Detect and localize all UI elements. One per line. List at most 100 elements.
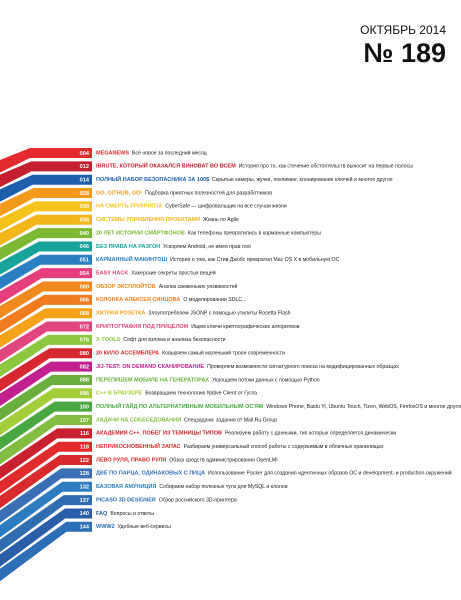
article-title: ДВЕ ПО ПАРЦА, ОДИНАКОВЫХ С ЛИЦА	[96, 471, 205, 477]
stripe	[0, 468, 92, 523]
contents-row: СИСТЕМЫ УПРАВЛЕНИЯ ПРОЕКТАМИ Жизнь по Agi…	[96, 217, 239, 223]
page-number: 014	[80, 177, 90, 183]
article-description: Обзор российского 3D-принтера	[159, 497, 237, 504]
stripe	[0, 455, 92, 509]
page-number: 128	[80, 471, 89, 477]
article-title: АКАДЕМИЯ С++. ПОБЕГ ИЗ ТЕМНИЦЫ ТИПОВ	[96, 431, 222, 437]
page-number: 040	[80, 231, 89, 237]
page-number: 072	[80, 324, 89, 330]
stripe	[0, 401, 92, 450]
article-title: C++ В БРАУЗЕРЕ	[96, 391, 143, 397]
page-number: 144	[80, 525, 90, 531]
article-title: ПОЛНЫЙ ГАЙД ПО АЛЬТЕРНАТИВНЫМ МОБИЛЬНЫМ …	[96, 402, 264, 410]
page-number: 054	[80, 271, 90, 277]
contents-row: X-TOOLS Софт для взлома и анализа безопас…	[96, 338, 226, 344]
page-number: 096	[80, 391, 89, 397]
issue-month: ОКТЯБРЬ 2014	[360, 23, 446, 37]
article-description: Возвращаем технологию Native Client от Г…	[145, 391, 257, 397]
page-number: 088	[80, 378, 89, 384]
article-description: CyberSafe — шифровальщик на все случаи ж…	[165, 204, 286, 210]
contents-row: КОЛОНКА АЛЕКСЕЯ СИНЦОВА О моделировании S…	[96, 298, 246, 304]
article-description: История про то, как стечение обстоятельс…	[239, 164, 414, 170]
contents-row: КАРМАННЫЙ МАКИНТОШ История о том, как Сти…	[96, 256, 340, 264]
stripe	[0, 268, 92, 304]
article-description: Использование Packer для создания иденти…	[208, 470, 452, 477]
stripe	[0, 214, 92, 246]
article-title: FAQ	[96, 511, 108, 517]
article-description: История о том, как Стив Джобс превратил …	[170, 257, 339, 263]
contents-row: АКАДЕМИЯ С++. ПОБЕГ ИЗ ТЕМНИЦЫ ТИПОВ Реал…	[96, 431, 396, 437]
article-description: Всё новое за последний месяц	[132, 150, 207, 157]
article-description: Проверяем возможности сигнатурного поиск…	[207, 364, 399, 370]
page-number: 137	[80, 498, 89, 504]
contents-row: MEGANEWS Всё новое за последний месяц	[96, 150, 207, 157]
article-title: WWW2	[96, 525, 115, 531]
article-title: ЛЕВО РУЛЯ, ПРАВО РУЛЯ	[96, 458, 166, 464]
stripe	[0, 294, 92, 334]
contents-row: GO, GITHUB, GO! Подборка приятных полезно…	[96, 190, 272, 197]
contents-row: НА СМЕРТЬ ТРУКРИПТА CyberSafe — шифроваль…	[96, 204, 287, 210]
contents-row: БАЗОВАЯ АМУНИЦИЯ Собираем набор полезных …	[96, 484, 288, 490]
article-title: БЕЗ ПРАВА НА РАЗГОН	[96, 244, 160, 250]
stripe	[0, 374, 92, 421]
article-description: Спецзадачи: задания от Mail.Ru Group	[184, 418, 277, 424]
article-description: Ковыряем самый маленький троян современн…	[162, 350, 285, 357]
article-description: Вопросы и ответы	[110, 511, 154, 517]
stripe	[0, 308, 92, 348]
contents-row: ОБЗОР ЭКСПЛОЙТОВ Анализ свеженьких уязвим…	[96, 282, 238, 290]
stripe	[0, 201, 92, 231]
page-number: 038	[80, 218, 89, 224]
article-description: Укрощаем потоки данных с помощью Python	[212, 378, 320, 384]
stripe	[0, 281, 92, 319]
article-title: GO, GITHUB, GO!	[96, 191, 142, 197]
page-number: 080	[80, 351, 89, 357]
article-description: Жизнь по Agile	[203, 217, 239, 223]
article-description: Ускоряем Android, не имея прав root	[163, 244, 251, 250]
contents-row: НЕПРИКОСНОВЕННЫЙ ЗАПАС Разбираем универса…	[96, 442, 384, 450]
contents-row: EASY HACK Хакерские секреты простых вещей	[96, 270, 216, 277]
article-title: КРИПТОГРАФИЯ ПОД ПРИЦЕЛОМ	[96, 324, 189, 330]
page-number: 116	[80, 431, 89, 437]
contents-row: БЕЗ ПРАВА НА РАЗГОН Ускоряем Android, не …	[96, 244, 251, 250]
stripe	[0, 161, 92, 188]
stripe	[0, 495, 92, 553]
stripe	[0, 188, 92, 217]
stripe	[0, 521, 92, 582]
article-description: Подборка приятных полезностей для разраб…	[145, 190, 272, 197]
stripe	[0, 508, 92, 567]
article-title: JIJ-TEST: ON DEMAND СКАНИРОВАНИЕ	[96, 364, 204, 370]
page-number: 028	[80, 191, 89, 197]
contents-row: ЗАДАЧИ НА СОБЕСЕДОВАНИИ Спецзадачи: задан…	[96, 418, 277, 424]
contents-row: C++ В БРАУЗЕРЕ Возвращаем технологию Nati…	[96, 391, 257, 397]
contents-row: WWW2 Удобные веб-сервисы	[96, 524, 171, 530]
page-number: 012	[80, 164, 89, 170]
contents-row: 20 КИЛО АССЕМБЛЕРА Ковыряем самый маленьк…	[96, 350, 285, 357]
stripe	[0, 321, 92, 363]
article-description: Софт для взлома и анализа безопасности	[123, 338, 225, 344]
contents-row: ДВЕ ПО ПАРЦА, ОДИНАКОВЫХ С ЛИЦА Использов…	[96, 470, 452, 477]
page-number: 060	[80, 284, 89, 290]
stripe	[0, 228, 92, 261]
article-description: Windows Phone, Baidu Yi, Ubuntu Touch, T…	[266, 404, 461, 410]
article-title: ПЕРЕПИШЕМ МОБИЛЕ НА ГЕНЕРАТОРАХ	[96, 378, 209, 384]
stripe	[0, 148, 92, 173]
contents-row: ПЕРЕПИШЕМ МОБИЛЕ НА ГЕНЕРАТОРАХ Укрощаем …	[96, 378, 320, 384]
page-number: 068	[80, 311, 89, 317]
article-description: Разбираем универсальный способ работы с …	[184, 443, 384, 450]
article-description: Собираем набор полезных тулз для MySQL и…	[159, 484, 287, 490]
article-title: 20 ЛЕТ ИСТОРИИ СМАРТФОНОВ	[96, 231, 185, 237]
article-title: ОБЗОР ЭКСПЛОЙТОВ	[96, 282, 156, 290]
article-title: БАЗОВАЯ АМУНИЦИЯ	[96, 485, 156, 491]
article-description: Ищем ключи криптографических алгоритмов	[191, 324, 299, 330]
contents-row: PICASO 3D DESIGNER Обзор российского 3D-п…	[96, 497, 237, 504]
page-number: 107	[80, 418, 89, 424]
page-number: 030	[80, 204, 89, 210]
article-title: ЗАДАЧИ НА СОБЕСЕДОВАНИИ	[96, 418, 181, 424]
page-number: 004	[80, 151, 90, 157]
contents-row: ПОЛНЫЙ НАБОР БЕЗОПАСНИКА ЗА 100$ Скрытые …	[96, 175, 393, 183]
page-number: 100	[80, 404, 89, 410]
page-number: 118	[80, 444, 89, 450]
contents-row: JIJ-TEST: ON DEMAND СКАНИРОВАНИЕ Проверяе…	[96, 364, 399, 370]
